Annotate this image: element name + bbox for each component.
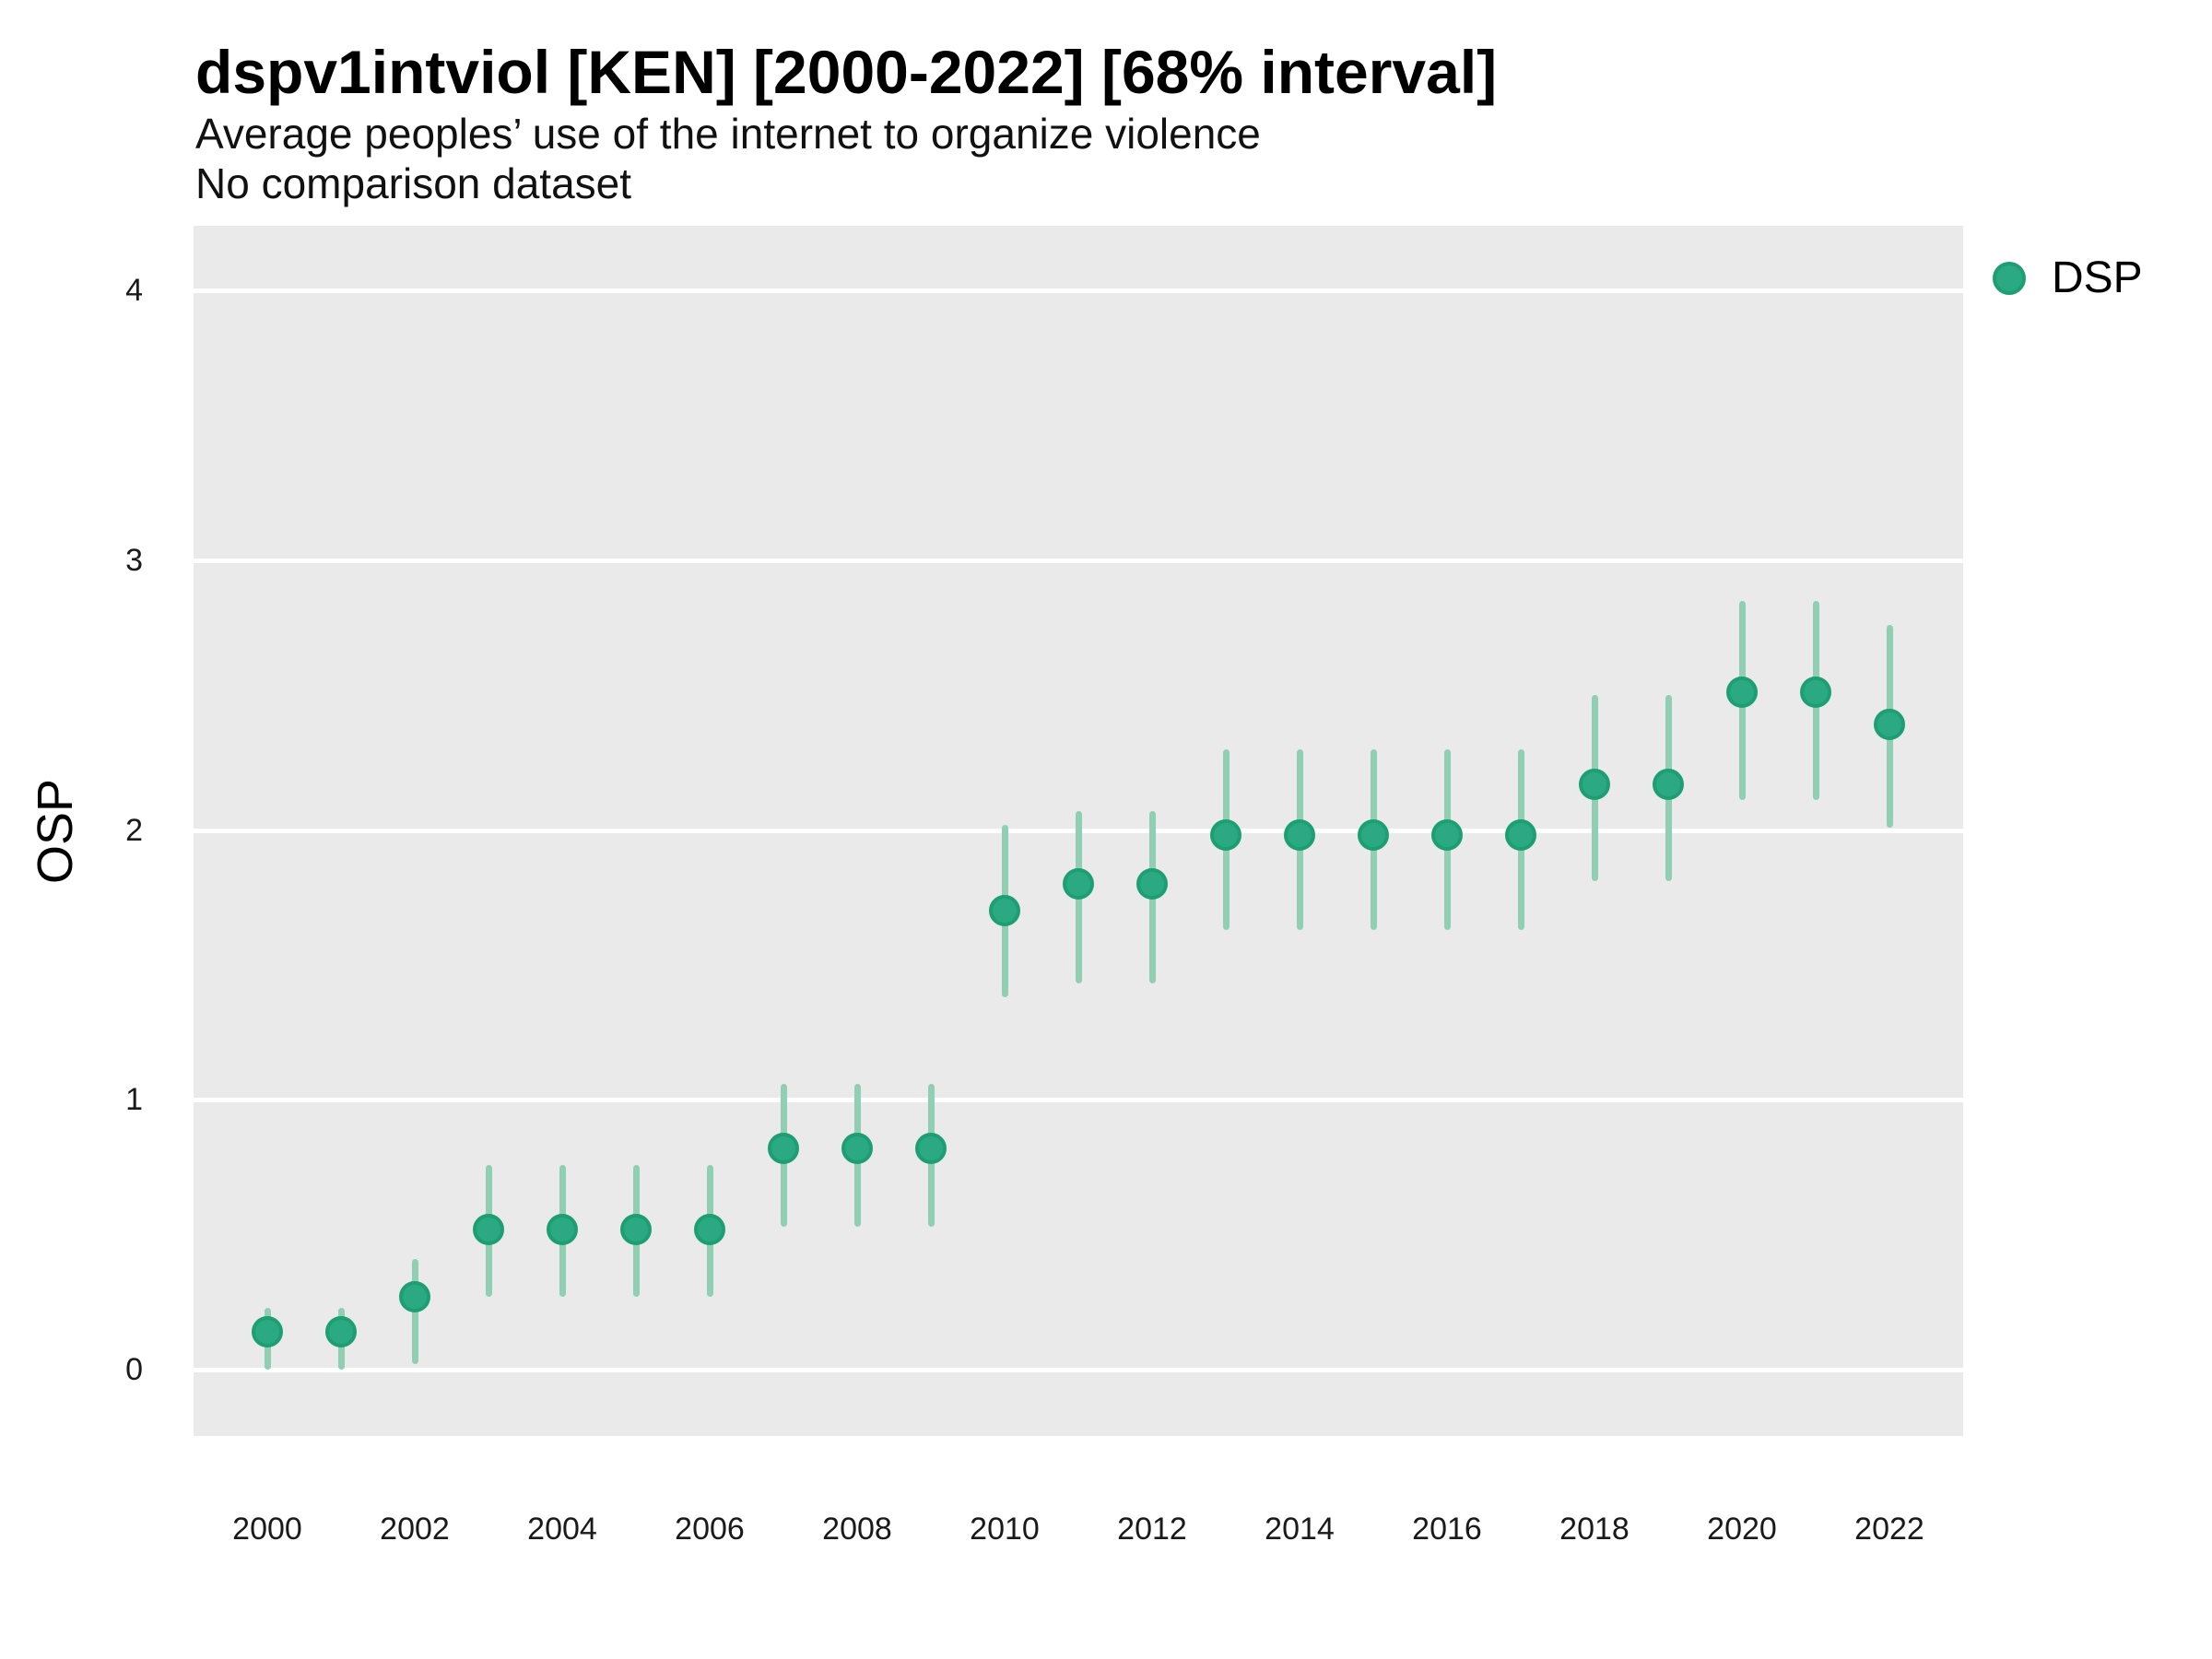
data-point-2021	[1800, 677, 1831, 709]
legend-item-label: DSP	[2052, 253, 2143, 302]
data-point-2007	[768, 1132, 799, 1164]
x-tick-label-2008: 2008	[822, 1512, 892, 1547]
plot-panel	[194, 226, 1963, 1436]
data-point-2017	[1505, 819, 1536, 852]
y-tick-label-2: 2	[125, 812, 143, 848]
data-point-2011	[1063, 868, 1094, 900]
x-tick-label-2000: 2000	[232, 1512, 302, 1547]
data-point-2003	[473, 1213, 504, 1245]
legend-point-icon	[1993, 262, 2026, 295]
y-tick-label-4: 4	[125, 273, 143, 309]
x-tick-label-2012: 2012	[1117, 1512, 1187, 1547]
gridline-y-4	[194, 288, 1963, 294]
data-point-2022	[1874, 709, 1905, 741]
x-tick-label-2014: 2014	[1265, 1512, 1335, 1547]
data-point-2009	[915, 1132, 947, 1164]
data-point-2013	[1210, 819, 1241, 852]
x-tick-label-2018: 2018	[1559, 1512, 1630, 1547]
data-point-2005	[620, 1213, 652, 1245]
y-tick-label-1: 1	[125, 1082, 143, 1118]
x-tick-label-2010: 2010	[970, 1512, 1040, 1547]
data-point-2001	[325, 1316, 357, 1348]
chart-subtitle-note: No comparison dataset	[195, 159, 632, 207]
x-tick-label-2002: 2002	[380, 1512, 450, 1547]
x-tick-label-2016: 2016	[1412, 1512, 1482, 1547]
data-point-2020	[1726, 677, 1758, 709]
legend: DSP	[1993, 256, 2143, 300]
x-tick-label-2004: 2004	[527, 1512, 597, 1547]
data-point-2008	[841, 1132, 873, 1164]
y-tick-label-0: 0	[125, 1352, 143, 1387]
data-point-2006	[694, 1213, 725, 1245]
data-point-2014	[1284, 819, 1315, 852]
x-tick-label-2020: 2020	[1707, 1512, 1777, 1547]
gridline-y-1	[194, 1098, 1963, 1103]
x-tick-label-2006: 2006	[675, 1512, 745, 1547]
x-tick-label-2022: 2022	[1854, 1512, 1924, 1547]
data-point-2010	[989, 895, 1020, 927]
data-point-2004	[547, 1213, 578, 1245]
data-point-2016	[1431, 819, 1463, 852]
data-point-2002	[399, 1280, 430, 1312]
gridline-y-3	[194, 558, 1963, 563]
data-point-2015	[1358, 819, 1389, 852]
gridline-y-0	[194, 1368, 1963, 1372]
chart-subtitle: Average peoples’ use of the internet to …	[195, 110, 1261, 158]
data-point-2018	[1579, 768, 1610, 800]
y-tick-label-3: 3	[125, 542, 143, 578]
data-point-2000	[252, 1316, 283, 1348]
chart-title: dspv1intviol [KEN] [2000-2022] [68% inte…	[195, 38, 1498, 106]
data-point-2019	[1653, 768, 1684, 800]
data-point-2012	[1136, 868, 1168, 900]
